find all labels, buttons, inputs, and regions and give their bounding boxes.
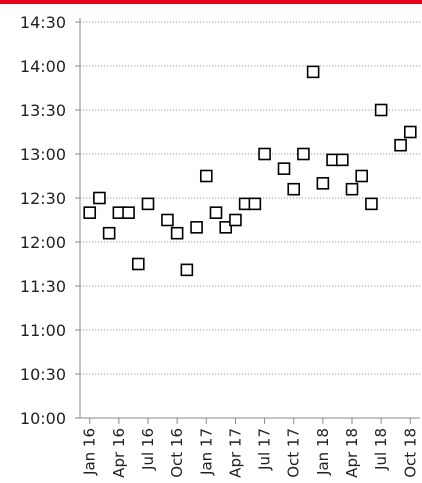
data-point: [93, 191, 106, 205]
y-tick-label: 12:00: [20, 233, 66, 252]
y-tick-label: 10:30: [20, 365, 66, 384]
x-tick-label: Oct 16: [168, 428, 186, 478]
x-tick-label: Apr 17: [226, 428, 244, 478]
data-point: [345, 182, 359, 196]
x-tick-label: Jul 17: [256, 428, 274, 471]
x-tick-label: Oct 18: [401, 428, 419, 478]
x-tick-label: Apr 18: [343, 428, 361, 478]
data-point: [131, 257, 145, 271]
x-tick-label: Jan 18: [314, 428, 332, 476]
y-tick-label: 10:00: [20, 409, 66, 428]
y-tick-label: 13:00: [20, 145, 66, 164]
x-tick-label: Jul 16: [139, 428, 157, 471]
x-tick-label: Jul 18: [372, 428, 390, 471]
data-point: [297, 147, 310, 161]
data-point: [248, 197, 262, 211]
x-tick-label: Apr 16: [110, 428, 128, 478]
data-point: [180, 263, 194, 277]
data-point: [316, 177, 330, 190]
data-point: [277, 162, 291, 175]
y-tick-label: 14:00: [20, 57, 66, 76]
data-point: [190, 221, 203, 234]
data-point: [83, 206, 97, 219]
y-tick-label: 11:30: [20, 277, 66, 296]
data-point: [102, 226, 116, 240]
data-point: [219, 221, 233, 234]
y-tick-label: 11:00: [20, 321, 66, 340]
data-point: [374, 103, 388, 117]
data-point: [365, 197, 378, 211]
y-tick-label: 13:30: [20, 101, 66, 120]
data-point: [209, 206, 223, 219]
y-tick-label: 12:30: [20, 189, 66, 208]
data-point: [170, 226, 184, 240]
data-point: [306, 65, 320, 79]
top-accent-bar: [0, 0, 422, 4]
data-point: [287, 182, 301, 196]
data-point: [122, 206, 135, 219]
data-point: [161, 213, 174, 227]
data-point: [258, 147, 271, 161]
data-point: [403, 125, 417, 139]
data-point: [335, 153, 349, 167]
x-tick-label: Oct 17: [285, 428, 303, 478]
data-point: [229, 213, 242, 227]
data-point: [355, 169, 369, 183]
data-point: [394, 138, 407, 152]
y-tick-label: 14:30: [20, 13, 66, 32]
data-point: [199, 169, 213, 183]
x-tick-label: Jan 16: [81, 428, 99, 476]
data-point: [141, 197, 155, 211]
x-tick-label: Jan 17: [197, 428, 215, 476]
